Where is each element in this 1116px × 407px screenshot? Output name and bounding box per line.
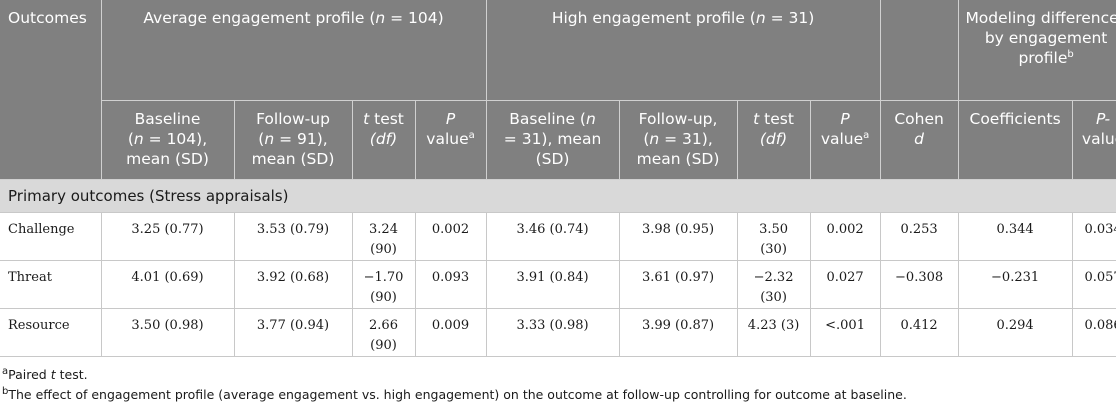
section-primary-outcomes: Primary outcomes (Stress appraisals) <box>0 179 1116 213</box>
cell-pvalue-high: <.001 <box>810 308 881 357</box>
cell-followup-average: 3.92 (0.68) <box>234 260 353 309</box>
cell-coefficient: 0.344 <box>958 212 1073 261</box>
table-row: Threat 4.01 (0.69) 3.92 (0.68) −1.70 (90)… <box>0 260 1116 309</box>
header-followup-average: Follow-up (n = 91), mean (SD) <box>234 100 353 180</box>
header-followup-high: Follow-up, (n = 31), mean (SD) <box>619 100 738 180</box>
header-blank <box>880 0 959 101</box>
row-label: Threat <box>0 260 102 309</box>
cell-followup-high: 3.98 (0.95) <box>619 212 738 261</box>
cell-baseline-high: 3.46 (0.74) <box>486 212 620 261</box>
table-footnotes: aPaired t test. bThe effect of engagemen… <box>0 365 1116 403</box>
header-cohen-d: Cohen d <box>880 100 959 180</box>
cell-baseline-average: 3.50 (0.98) <box>101 308 235 357</box>
cell-coefficient: −0.231 <box>958 260 1073 309</box>
cell-ttest-average: −1.70 (90) <box>352 260 416 309</box>
cell-followup-high: 3.99 (0.87) <box>619 308 738 357</box>
cell-pvalue-average: 0.009 <box>415 308 487 357</box>
table-row: Challenge 3.25 (0.77) 3.53 (0.79) 3.24 (9… <box>0 212 1116 261</box>
cell-cohen-d: 0.412 <box>880 308 959 357</box>
cell-pvalue-average: 0.093 <box>415 260 487 309</box>
results-table: Outcomes Average engagement profile (n =… <box>0 0 1116 357</box>
cell-cohen-d: 0.253 <box>880 212 959 261</box>
cell-pvalue-average: 0.002 <box>415 212 487 261</box>
cell-ttest-high: 4.23 (3) <box>737 308 811 357</box>
table-row: Resource 3.50 (0.98) 3.77 (0.94) 2.66 (90… <box>0 308 1116 357</box>
header-modeling-differences: Modeling differences by engagement profi… <box>958 0 1116 101</box>
cell-pvalue-model: 0.034 <box>1072 212 1116 261</box>
header-outcomes: Outcomes <box>0 0 102 180</box>
row-label: Resource <box>0 308 102 357</box>
cell-ttest-high: 3.50 (30) <box>737 212 811 261</box>
cell-pvalue-high: 0.002 <box>810 212 881 261</box>
cell-ttest-average: 3.24 (90) <box>352 212 416 261</box>
cell-followup-average: 3.77 (0.94) <box>234 308 353 357</box>
footnote-a: aPaired t test. <box>2 365 88 382</box>
cell-baseline-average: 3.25 (0.77) <box>101 212 235 261</box>
cell-cohen-d: −0.308 <box>880 260 959 309</box>
cell-pvalue-model: 0.057 <box>1072 260 1116 309</box>
cell-followup-average: 3.53 (0.79) <box>234 212 353 261</box>
cell-baseline-average: 4.01 (0.69) <box>101 260 235 309</box>
header-baseline-high: Baseline (n = 31), mean (SD) <box>486 100 620 180</box>
header-high-engagement: High engagement profile (n = 31) <box>486 0 881 101</box>
cell-pvalue-model: 0.086 <box>1072 308 1116 357</box>
header-baseline-average: Baseline (n = 104), mean (SD) <box>101 100 235 180</box>
cell-baseline-high: 3.91 (0.84) <box>486 260 620 309</box>
cell-ttest-average: 2.66 (90) <box>352 308 416 357</box>
cell-pvalue-high: 0.027 <box>810 260 881 309</box>
cell-baseline-high: 3.33 (0.98) <box>486 308 620 357</box>
header-pvalue-model: P-value <box>1072 100 1116 180</box>
header-ttest-high: t test (df) <box>737 100 811 180</box>
header-average-engagement: Average engagement profile (n = 104) <box>101 0 487 101</box>
row-label: Challenge <box>0 212 102 261</box>
cell-ttest-high: −2.32 (30) <box>737 260 811 309</box>
header-coefficients: Coefficients <box>958 100 1073 180</box>
footnote-b: bThe effect of engagement profile (avera… <box>2 385 907 402</box>
cell-coefficient: 0.294 <box>958 308 1073 357</box>
cell-followup-high: 3.61 (0.97) <box>619 260 738 309</box>
header-ttest-average: t test (df) <box>352 100 416 180</box>
